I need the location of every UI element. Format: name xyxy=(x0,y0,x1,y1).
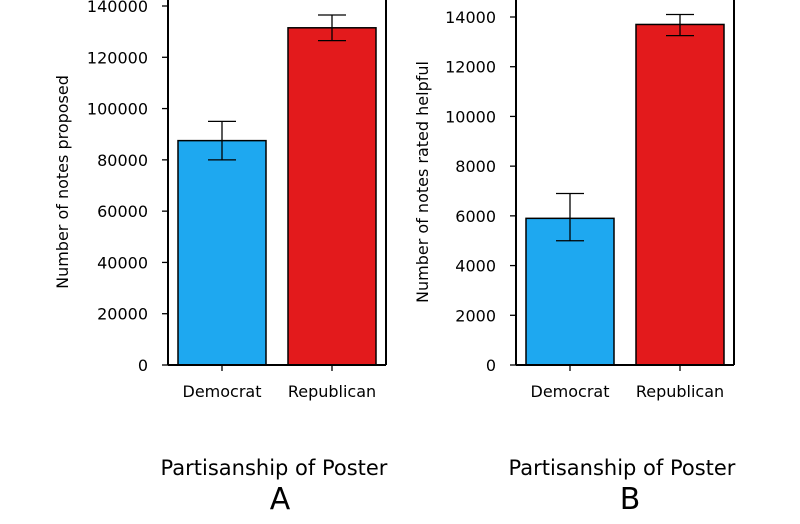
y-tick-label: 0 xyxy=(486,356,496,375)
y-tick-label: 14000 xyxy=(445,8,496,27)
x-axis-label: Partisanship of Poster xyxy=(509,456,736,480)
y-tick-label: 20000 xyxy=(97,305,148,324)
bar-democrat xyxy=(177,139,267,366)
y-tick-label: 140000 xyxy=(87,0,148,16)
panel-label: A xyxy=(270,482,291,517)
x-tick-label: Republican xyxy=(636,382,724,401)
panel-b: Number of notes rated helpful Partisansh… xyxy=(413,0,736,517)
y-tick-label: 6000 xyxy=(455,207,496,226)
x-tick-label: Democrat xyxy=(183,382,262,401)
y-tick-label: 0 xyxy=(138,356,148,375)
y-tick-label: 100000 xyxy=(87,100,148,119)
panel-a: Number of notes proposed Partisanship of… xyxy=(53,0,388,517)
x-tick-label: Republican xyxy=(288,382,376,401)
x-tick-label: Democrat xyxy=(531,382,610,401)
bar-republican xyxy=(287,27,377,366)
y-tick-label: 12000 xyxy=(445,58,496,77)
y-axis-label: Number of notes rated helpful xyxy=(413,61,432,303)
y-tick-label: 40000 xyxy=(97,253,148,272)
x-axis-label: Partisanship of Poster xyxy=(161,456,388,480)
y-tick-label: 120000 xyxy=(87,48,148,67)
panel-label: B xyxy=(620,482,641,517)
y-tick-label: 4000 xyxy=(455,257,496,276)
y-tick-label: 60000 xyxy=(97,202,148,221)
y-tick-label: 8000 xyxy=(455,157,496,176)
y-axis-label: Number of notes proposed xyxy=(53,75,72,289)
y-tick-label: 2000 xyxy=(455,306,496,325)
bar-republican xyxy=(635,23,725,366)
y-tick-label: 80000 xyxy=(97,151,148,170)
y-tick-label: 10000 xyxy=(445,107,496,126)
